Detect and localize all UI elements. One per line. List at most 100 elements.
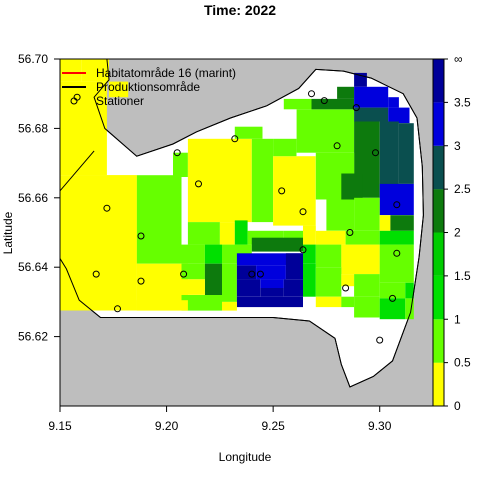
station-marker xyxy=(278,187,286,195)
heatmap-cell xyxy=(109,81,129,98)
heatmap-cell xyxy=(251,237,303,252)
heatmap-cell xyxy=(337,86,355,99)
colorbar-tick-label: 0 xyxy=(454,399,461,413)
legend: Habitatområde 16 (marint)Produktionsområ… xyxy=(62,66,236,108)
station-marker xyxy=(342,284,350,292)
heatmap-cell xyxy=(236,265,257,280)
heatmap-cell xyxy=(405,298,414,320)
station-marker xyxy=(333,142,341,150)
chart-title: Time: 2022 xyxy=(204,2,276,18)
heatmap-cell xyxy=(341,173,363,200)
heatmap-cell xyxy=(77,175,137,311)
colorbar-tick-label: 2 xyxy=(454,226,461,240)
heatmap-cell xyxy=(345,230,380,245)
heatmap-cell xyxy=(181,279,205,295)
colorbar-segment xyxy=(433,232,444,276)
heatmap-cell xyxy=(251,138,274,223)
legend-circle-swatch xyxy=(70,97,78,105)
heatmap-cell xyxy=(136,175,182,264)
heatmap-cell xyxy=(326,199,355,231)
station-marker xyxy=(299,208,307,216)
heatmap-cell xyxy=(341,296,355,308)
colorbar-segment xyxy=(433,145,444,190)
heatmap-cell xyxy=(187,138,252,223)
heatmap-cell xyxy=(181,244,205,264)
heatmap-cell xyxy=(260,279,284,288)
heatmap-cell xyxy=(204,244,222,264)
heatmap-cell xyxy=(379,244,414,283)
station-marker xyxy=(195,180,202,188)
station-marker xyxy=(376,336,384,344)
station-marker xyxy=(393,249,401,257)
heatmap-cell xyxy=(354,296,380,318)
heatmap-cell xyxy=(315,296,342,308)
colorbar-tick-label: 0.5 xyxy=(454,356,471,370)
heatmap-cell xyxy=(379,215,391,231)
heatmap-cell xyxy=(388,97,399,108)
colorbar-segment xyxy=(433,59,444,103)
heatmap-cell xyxy=(234,126,263,139)
station-marker xyxy=(114,305,121,313)
y-tick-label: 56.66 xyxy=(18,191,48,205)
heatmap-cell xyxy=(173,152,188,177)
station-marker xyxy=(352,104,360,112)
heatmap-cell xyxy=(60,81,107,176)
heatmap-cell xyxy=(236,279,261,297)
station-marker xyxy=(320,97,328,105)
colorbar-tick-label: ∞ xyxy=(454,52,463,66)
heatmap-cells xyxy=(60,59,414,320)
heatmap-cell xyxy=(260,288,284,297)
heatmap-cell xyxy=(379,230,414,245)
heatmap-cell xyxy=(311,98,355,110)
station-marker xyxy=(103,204,111,212)
y-tick-label: 56.62 xyxy=(18,330,48,344)
station-marker xyxy=(299,246,307,254)
heatmap-cell xyxy=(315,230,346,245)
heatmap-cell xyxy=(256,265,286,280)
station-marker xyxy=(92,270,100,278)
coastline xyxy=(60,59,424,388)
x-tick-label: 9.20 xyxy=(155,419,179,433)
heatmap-cell xyxy=(296,109,355,153)
station-marker xyxy=(173,149,181,157)
heatmap-cell xyxy=(388,107,410,124)
station-marker xyxy=(231,135,239,143)
production-area-line xyxy=(60,150,95,192)
colorbar-segment xyxy=(433,362,444,406)
heatmap-cell xyxy=(219,222,235,245)
colorbar-tick-label: 1 xyxy=(454,312,461,326)
station-marker xyxy=(137,277,145,285)
heatmap-cell xyxy=(81,59,109,82)
heatmap-cell xyxy=(181,263,205,280)
heatmap-cell xyxy=(398,123,414,184)
station-marker xyxy=(389,294,396,302)
heatmap-cell xyxy=(283,204,303,226)
heatmap-cell xyxy=(303,225,316,245)
heatmap-cell xyxy=(222,301,237,311)
heatmap-cell xyxy=(136,300,188,311)
heatmap-cell xyxy=(283,98,312,110)
heatmap-cell xyxy=(354,197,380,231)
station-marker xyxy=(137,232,145,240)
heatmap-cell xyxy=(379,183,414,216)
station-marker xyxy=(308,90,315,98)
colorbar: 0 0.5 1 1.5 2 2.5 3 3.5 ∞ xyxy=(432,52,471,413)
heatmap-cell xyxy=(187,222,220,245)
heatmap-cell xyxy=(303,263,316,297)
y-tick-label: 56.64 xyxy=(18,260,48,274)
y-tick-label: 56.70 xyxy=(18,52,48,66)
station-marker xyxy=(346,229,354,236)
x-tick-label: 9.30 xyxy=(368,419,392,433)
heatmap-cell xyxy=(379,282,406,299)
heatmap-cell xyxy=(236,296,303,308)
legend-label: Habitatområde 16 (marint) xyxy=(96,66,236,80)
heatmap-cell xyxy=(390,215,414,231)
y-tick-label: 56.68 xyxy=(18,121,48,135)
colorbar-tick-label: 2.5 xyxy=(454,182,471,196)
heatmap-cell xyxy=(60,59,82,82)
heatmap-cell xyxy=(315,267,342,297)
heatmap-cell xyxy=(181,295,222,311)
heatmap-cell xyxy=(354,86,389,108)
heatmap-cell xyxy=(315,244,342,268)
colorbar-segment xyxy=(433,275,444,320)
